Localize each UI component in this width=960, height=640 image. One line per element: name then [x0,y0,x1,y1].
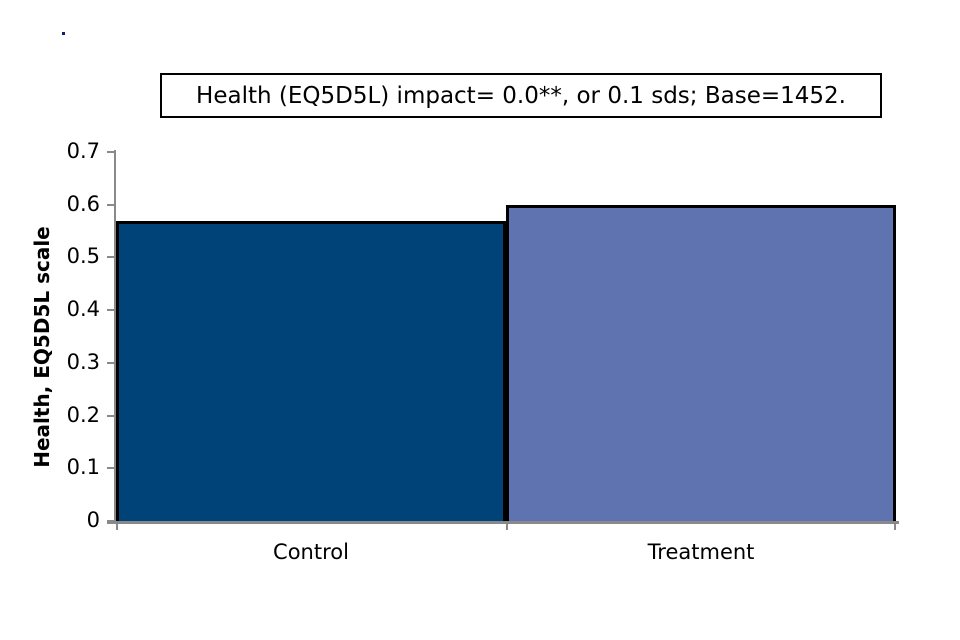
y-tick [107,151,116,153]
bar-control [116,221,506,521]
x-axis-line [107,521,899,524]
y-axis-line [114,150,116,524]
y-tick [107,203,116,206]
y-tick-label: 0.6 [66,191,100,216]
y-tick-label: 0.5 [66,244,100,269]
x-tick [894,521,896,530]
x-category-label: Control [273,540,349,564]
bar-treatment [506,205,896,521]
y-tick-label: 0 [86,508,100,532]
y-tick-label: 0.7 [66,139,100,163]
chart-title-box: Health (EQ5D5L) impact= 0.0**, or 0.1 sd… [160,73,882,118]
y-tick [107,361,116,364]
y-tick-label: 0.4 [66,297,100,322]
y-tick [107,467,116,470]
y-tick [107,309,116,312]
plot-area [116,152,896,521]
stray-dot [62,32,65,35]
y-tick [107,414,116,417]
y-tick-label: 0.2 [66,402,100,427]
x-category-label: Treatment [647,540,755,564]
y-tick [107,256,116,259]
y-tick [107,520,116,522]
y-tick-label: 0.1 [66,455,100,480]
x-tick [116,521,118,530]
x-tick [506,521,508,530]
chart-title: Health (EQ5D5L) impact= 0.0**, or 0.1 sd… [196,82,846,109]
y-tick-label: 0.3 [66,349,100,374]
